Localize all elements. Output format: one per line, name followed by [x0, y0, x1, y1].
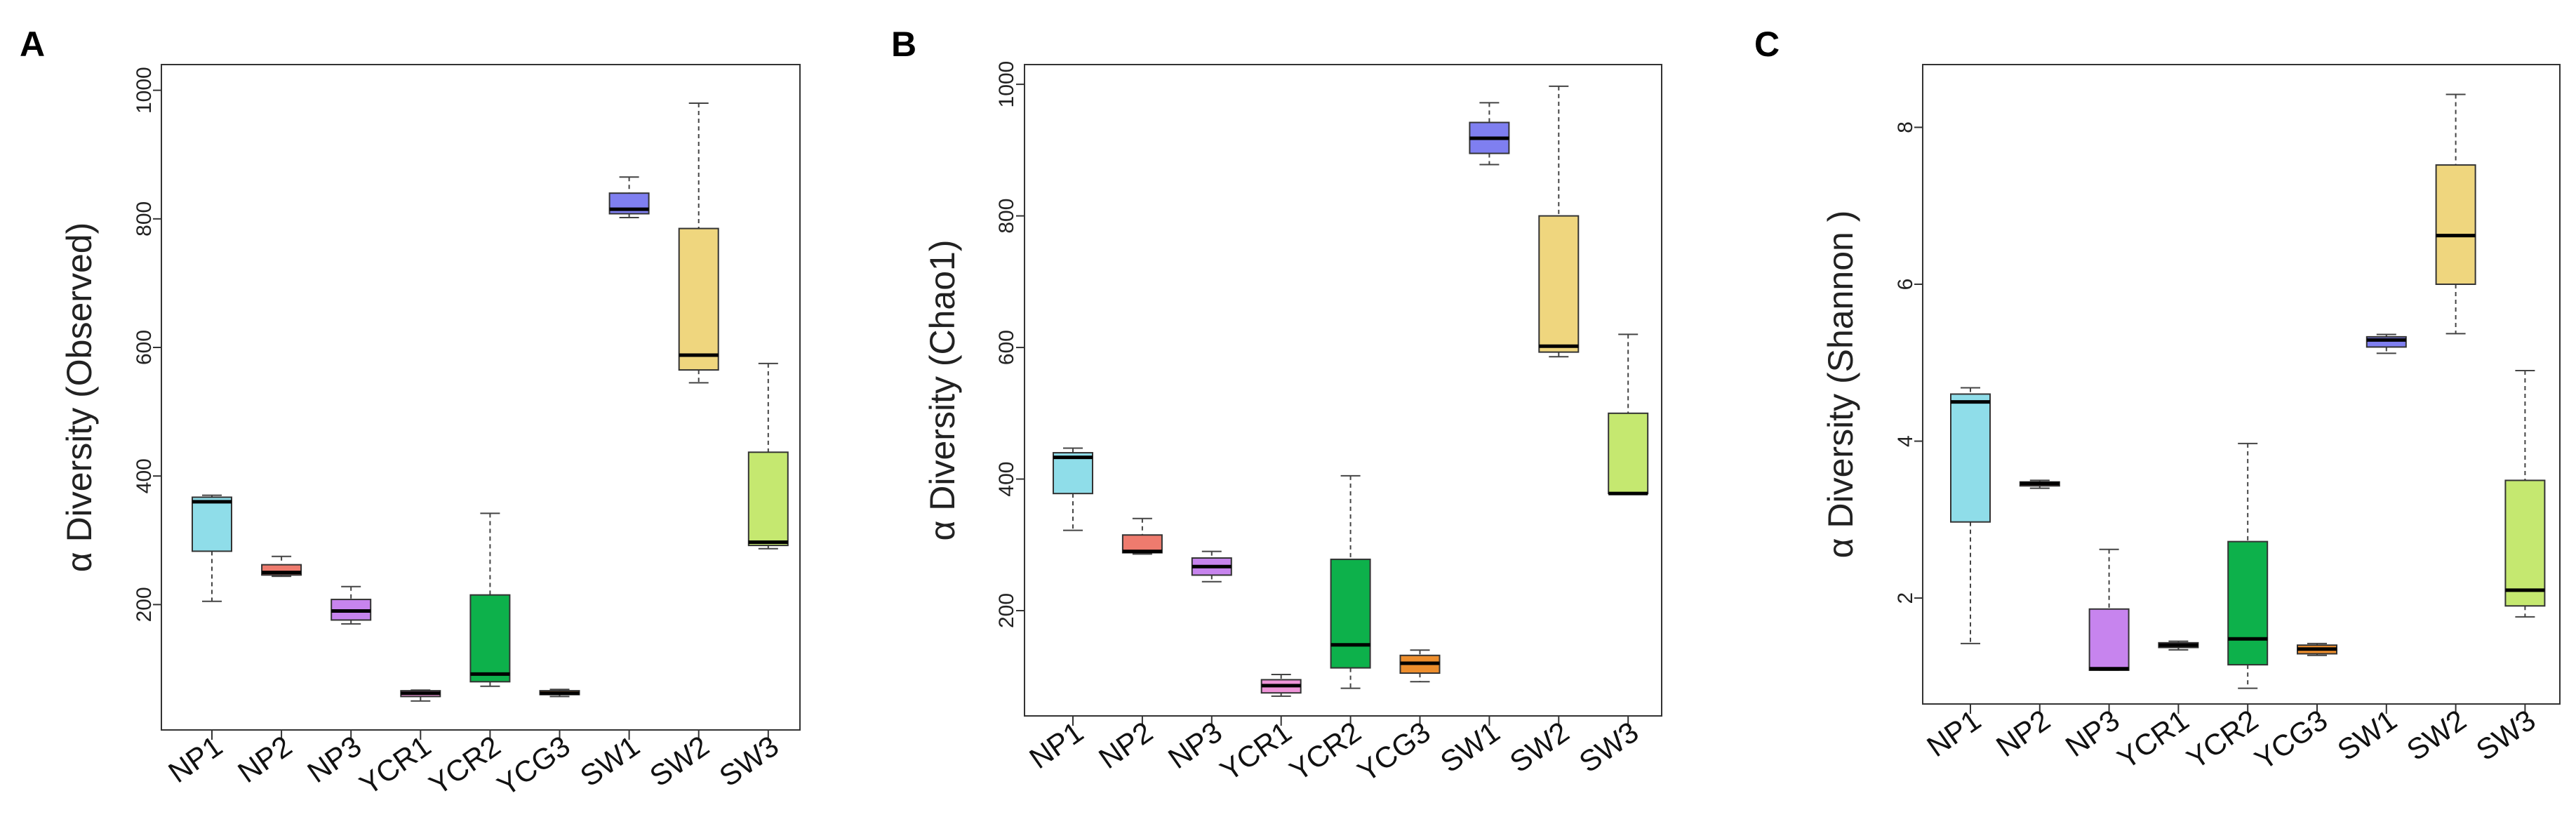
- y-tick-label: 4: [1894, 435, 1917, 447]
- x-tick-label: YCR1: [354, 729, 437, 802]
- box-ycr1: [2158, 640, 2199, 651]
- y-axis-label: α Diversity (Observed): [60, 222, 99, 572]
- x-tick-label: YCG3: [491, 729, 576, 802]
- box-iqr: [747, 451, 789, 547]
- box-iqr: [1538, 215, 1580, 353]
- x-tick-label: SW2: [2401, 703, 2472, 767]
- box-ycr2: [2227, 442, 2269, 689]
- y-tick-label: 800: [133, 201, 156, 237]
- box-ycr2: [469, 512, 511, 687]
- panel-letter: A: [20, 25, 45, 64]
- box-iqr: [2227, 540, 2269, 666]
- y-tick-label: 6: [1894, 279, 1917, 291]
- panel-letter: B: [891, 25, 916, 64]
- box-np3: [1191, 550, 1232, 583]
- plot-frame: [1922, 64, 2561, 705]
- panel-letter: C: [1754, 25, 1780, 64]
- box-iqr: [1950, 393, 1991, 523]
- y-tick-label: 1000: [133, 67, 156, 114]
- x-tick-label: NP1: [162, 729, 228, 789]
- x-tick-label: YCR1: [1214, 715, 1297, 788]
- x-tick-label: NP1: [1921, 703, 1987, 763]
- y-tick-label: 400: [995, 462, 1018, 497]
- y-axis-label: α Diversity (Shannon ): [1821, 211, 1860, 559]
- x-tick-label: YCG3: [1352, 715, 1436, 788]
- box-sw1: [2365, 333, 2407, 354]
- box-sw2: [1538, 85, 1580, 358]
- box-np3: [2088, 548, 2130, 671]
- x-tick-label: SW3: [2470, 703, 2542, 767]
- box-sw2: [2435, 93, 2476, 335]
- box-iqr: [1053, 452, 1093, 495]
- box-ycr1: [400, 689, 441, 702]
- y-tick-label: 600: [133, 330, 156, 365]
- box-sw3: [2504, 369, 2546, 618]
- plot-frame: [161, 64, 801, 731]
- box-ycg3: [539, 689, 580, 698]
- x-tick-label: NP2: [232, 729, 298, 789]
- box-np1: [192, 494, 232, 602]
- y-tick-label: 200: [995, 593, 1018, 628]
- x-tick-label: YCR2: [1283, 715, 1367, 788]
- box-iqr: [1330, 558, 1371, 669]
- box-sw1: [608, 176, 650, 218]
- box-iqr: [2088, 608, 2130, 671]
- box-np3: [331, 585, 372, 625]
- plot-frame: [1024, 64, 1662, 717]
- y-tick-label: 2: [1894, 592, 1917, 604]
- x-tick-label: YCR2: [2181, 703, 2264, 776]
- x-tick-label: SW3: [713, 729, 785, 793]
- box-ycg3: [1399, 649, 1441, 683]
- y-tick-label: 600: [995, 330, 1018, 365]
- x-tick-label: YCR1: [2111, 703, 2195, 776]
- box-ycr2: [1330, 474, 1371, 689]
- x-tick-label: SW2: [643, 729, 715, 793]
- x-tick-label: SW1: [2331, 703, 2403, 767]
- x-tick-label: YCR2: [423, 729, 507, 802]
- box-iqr: [192, 496, 232, 552]
- box-np2: [1121, 517, 1163, 555]
- box-ycr1: [1260, 673, 1302, 697]
- box-iqr: [2504, 479, 2546, 607]
- y-tick-label: 200: [133, 587, 156, 622]
- x-tick-label: SW3: [1573, 715, 1645, 779]
- box-sw2: [678, 102, 719, 384]
- y-tick-label: 8: [1894, 121, 1917, 133]
- x-tick-label: SW1: [574, 729, 646, 793]
- x-tick-label: SW2: [1504, 715, 1575, 779]
- y-tick-label: 1000: [995, 61, 1018, 108]
- x-tick-label: YCG3: [2249, 703, 2334, 776]
- box-np2: [261, 555, 302, 578]
- box-np2: [2019, 479, 2060, 489]
- panel-b: Bα Diversity (Chao1) 200 400 600 800 1000 NP1 N…: [891, 25, 1662, 788]
- x-tick-label: NP1: [1023, 715, 1089, 775]
- x-tick-label: NP2: [1093, 715, 1159, 775]
- box-sw3: [1608, 333, 1649, 496]
- box-sw3: [747, 362, 789, 550]
- y-axis-label: α Diversity (Chao1): [923, 239, 962, 540]
- box-iqr: [678, 227, 719, 371]
- box-iqr: [469, 594, 511, 683]
- y-tick-label: 400: [133, 458, 156, 493]
- x-tick-label: NP2: [1990, 703, 2056, 763]
- box-np1: [1053, 447, 1093, 531]
- x-tick-label: SW1: [1434, 715, 1506, 779]
- box-iqr: [2435, 164, 2476, 285]
- box-np1: [1950, 387, 1991, 644]
- box-iqr: [1608, 412, 1649, 495]
- panel-a: Aα Diversity (Observed) 200 400 600 800 1000 N…: [20, 25, 801, 802]
- y-tick-label: 800: [995, 199, 1018, 234]
- box-sw1: [1469, 102, 1510, 166]
- box-ycg3: [2297, 642, 2337, 656]
